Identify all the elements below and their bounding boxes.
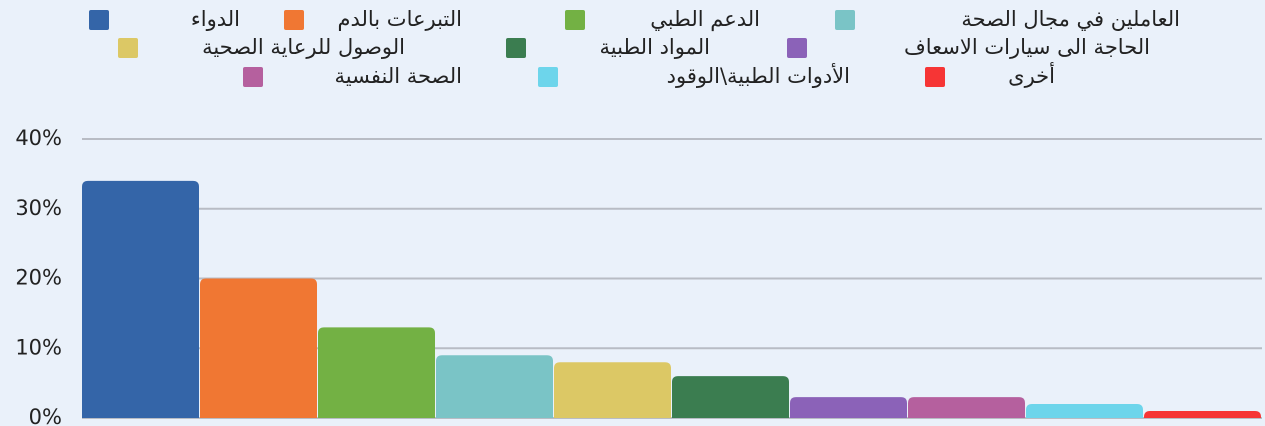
legend-swatch bbox=[506, 38, 526, 58]
y-tick-label: 40% bbox=[15, 126, 62, 150]
bar bbox=[436, 355, 553, 418]
legend-swatch bbox=[118, 38, 138, 58]
legend-label: الحاجة الى سيارات الاسعاف bbox=[904, 35, 1150, 59]
bar bbox=[908, 397, 1025, 418]
legend-swatch bbox=[565, 10, 585, 30]
legend-label: الدعم الطبي bbox=[650, 7, 760, 32]
legend-swatch bbox=[284, 10, 304, 30]
bar bbox=[790, 397, 907, 418]
y-tick-label: 0% bbox=[29, 405, 62, 426]
bar bbox=[318, 327, 435, 418]
bar bbox=[554, 362, 671, 418]
legend-label: الصحة النفسية bbox=[335, 64, 462, 88]
bar bbox=[672, 376, 789, 418]
legend-swatch bbox=[538, 67, 558, 87]
legend-swatch bbox=[89, 10, 109, 30]
legend-swatch bbox=[787, 38, 807, 58]
bar bbox=[1144, 411, 1261, 418]
y-tick-label: 20% bbox=[15, 266, 62, 290]
legend-label: العاملين في مجال الصحة bbox=[961, 7, 1180, 31]
bar bbox=[1026, 404, 1143, 418]
y-tick-label: 10% bbox=[15, 335, 62, 359]
legend-label: الأدوات الطبية\الوقود bbox=[667, 63, 850, 88]
legend-swatch bbox=[835, 10, 855, 30]
legend-label: الوصول للرعاية الصحية bbox=[202, 35, 405, 59]
legend-label: التبرعات بالدم bbox=[337, 7, 462, 31]
y-tick-label: 30% bbox=[15, 196, 62, 220]
legend-swatch bbox=[243, 67, 263, 87]
legend-label: أخرى bbox=[1008, 62, 1055, 88]
legend-label: المواد الطبية bbox=[600, 35, 710, 59]
legend-label: الدواء bbox=[191, 7, 240, 31]
bar bbox=[82, 180, 199, 418]
bar bbox=[200, 278, 317, 418]
legend-swatch bbox=[925, 67, 945, 87]
